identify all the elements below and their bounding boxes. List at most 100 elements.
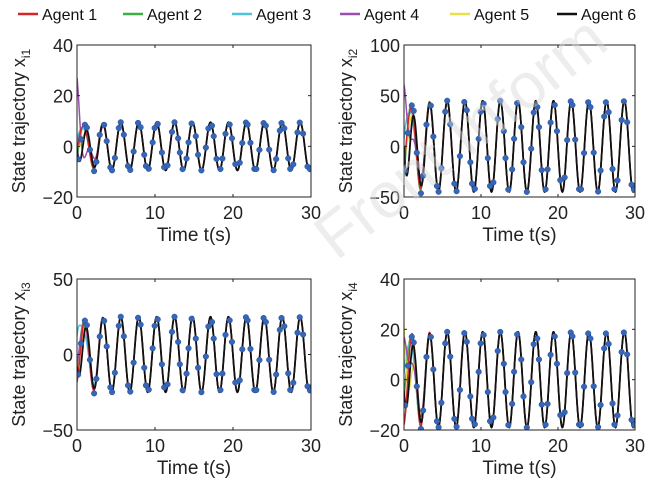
trigger-marker [609,400,616,407]
trigger-marker [618,116,625,124]
trigger-marker [300,331,307,338]
x-axis-label: Time t(s) [482,458,556,479]
legend-label-2: Agent 2 [147,7,202,24]
trigger-marker [281,125,288,132]
y-axis-label: State trajectory xi2 [336,48,360,193]
trigger-marker [494,115,501,123]
trigger-marker [528,379,535,386]
trigger-marker [404,129,411,137]
trigger-marker [77,136,85,143]
trigger-marker [438,399,445,406]
trigger-marker [451,180,458,187]
trigger-marker [471,185,478,192]
trigger-marker [195,364,202,371]
y-tick-label: 0 [63,346,73,366]
trigger-marker [266,356,273,363]
trigger-marker [438,165,445,172]
axes-frame [403,278,636,431]
x-axis-label: Time t(s) [157,225,231,246]
trigger-marker [601,345,608,352]
trigger-marker [91,390,98,397]
trigger-marker [117,313,124,320]
trigger-marker [213,155,220,162]
trigger-marker [222,331,229,338]
y-axis-label-subscript: i1 [19,48,33,58]
trigger-marker [535,356,543,363]
trigger-marker [217,165,224,173]
x-tick-label: 0 [399,203,409,223]
trigger-marker [213,371,220,378]
trigger-marker [447,353,454,360]
plot-area [404,84,635,197]
trigger-marker [285,155,292,162]
y-tick-label: −50 [42,421,73,441]
trigger-marker [453,423,460,430]
trigger-markers [77,119,311,175]
trigger-marker [239,346,246,353]
trigger-marker [185,345,192,352]
x-tick-label: 20 [548,436,568,456]
x-tick-label: 0 [72,203,82,223]
y-axis-label: State trajectory xi1 [9,48,33,193]
trigger-marker [236,159,243,166]
trigger-marker [208,318,216,326]
trigger-marker [101,121,108,128]
trigger-marker [523,424,530,430]
trigger-marker [154,120,161,127]
trigger-marker [404,402,409,409]
trigger-marker [273,156,280,163]
trigger-marker [109,167,116,174]
trigger-marker [77,156,82,163]
trigger-marker [408,333,415,340]
trigger-marker [453,188,460,195]
trigger-marker [561,409,568,416]
y-axis-label-subscript: i4 [346,282,360,292]
trigger-marker [96,333,103,340]
trigger-marker [590,149,597,156]
y-tick-label: 40 [380,270,400,290]
trigger-marker [597,167,604,174]
trigger-marker [158,361,165,368]
y-axis-label-subscript: i2 [346,48,360,58]
trigger-marker [154,316,161,323]
trigger-marker [179,166,186,173]
trigger-marker [463,338,470,345]
trigger-marker [142,382,149,389]
trigger-marker [433,418,440,425]
trigger-marker [609,165,616,173]
x-tick-label: 10 [471,203,491,223]
series-agent-6 [404,330,635,429]
trigger-marker [544,166,551,173]
trigger-marker [183,370,190,377]
trigger-marker [115,322,122,329]
trigger-marker [175,135,182,142]
trigger-marker [620,98,627,105]
trigger-marker [423,121,430,128]
trigger-marker [475,135,482,142]
trigger-marker [307,387,311,394]
trigger-marker [553,360,561,367]
trigger-marker [149,139,156,146]
trigger-marker [226,317,233,324]
trigger-marker [145,165,152,172]
trigger-marker [631,422,635,429]
plot-area [77,313,311,397]
trigger-marker [222,130,229,137]
y-tick-label: 100 [370,36,400,56]
trigger-marker [542,421,549,428]
trigger-marker [278,120,285,127]
trigger-marker [523,188,530,195]
trigger-marker [631,186,635,193]
axes-frame [403,44,636,198]
trigger-marker [179,387,186,394]
y-tick-label: 0 [390,137,400,157]
trigger-marker [590,383,597,390]
trigger-marker [307,166,311,173]
trigger-marker [467,393,474,400]
trigger-marker [514,100,521,107]
trigger-marker [427,102,434,109]
legend-label-6: Agent 6 [581,7,636,24]
trigger-marker [202,353,209,360]
